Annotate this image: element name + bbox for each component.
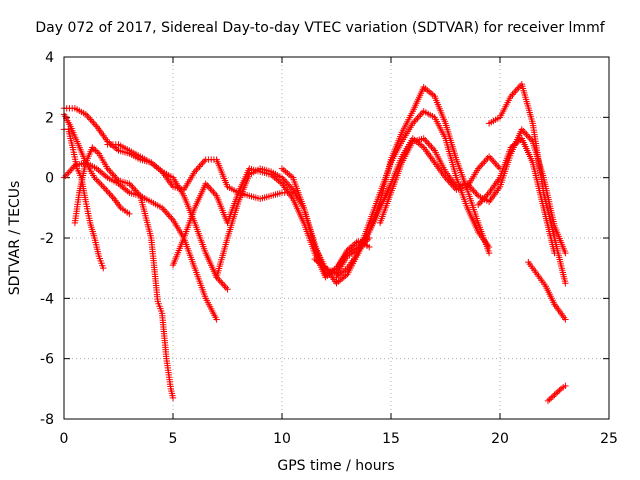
x-tick-label: 15 [382, 431, 400, 447]
series-arc-6 [104, 141, 231, 293]
series-markers [488, 82, 569, 285]
x-tick-label: 20 [491, 431, 509, 447]
series-markers [62, 160, 219, 321]
series-markers [476, 136, 558, 255]
y-tick-label: 2 [45, 110, 54, 126]
series-markers [546, 384, 567, 403]
y-tick-label: -2 [40, 231, 54, 247]
y-tick-label: -8 [40, 412, 54, 428]
data-series [60, 80, 569, 405]
plot-frame [63, 56, 610, 420]
plot-area [60, 80, 569, 405]
x-tick-label: 10 [273, 431, 291, 447]
x-tick-label: 25 [600, 431, 618, 447]
chart-title: Day 072 of 2017, Sidereal Day-to-day VTE… [35, 20, 605, 36]
series-arc-14 [475, 135, 558, 257]
series-markers [72, 145, 176, 399]
axis-ticks: 0 5 10 15 20 25 -8 -6 -4 -2 0 2 4 [40, 50, 618, 447]
series-arc-13 [485, 80, 569, 287]
series-markers [526, 260, 568, 321]
y-tick-label: 4 [45, 50, 54, 66]
series-arc-5 [60, 159, 220, 323]
y-tick-label: -6 [40, 352, 54, 368]
x-axis-label: GPS time / hours [277, 458, 394, 474]
x-tick-label: 0 [60, 431, 69, 447]
series-arc-3 [60, 126, 107, 272]
y-tick-label: -4 [40, 291, 54, 307]
series-arc-16 [544, 382, 569, 405]
y-tick-label: 0 [45, 171, 54, 187]
y-axis-label: SDTVAR / TECUs [7, 181, 23, 296]
x-tick-label: 5 [169, 431, 178, 447]
data-point [551, 391, 558, 399]
series-arc-15 [525, 258, 569, 323]
